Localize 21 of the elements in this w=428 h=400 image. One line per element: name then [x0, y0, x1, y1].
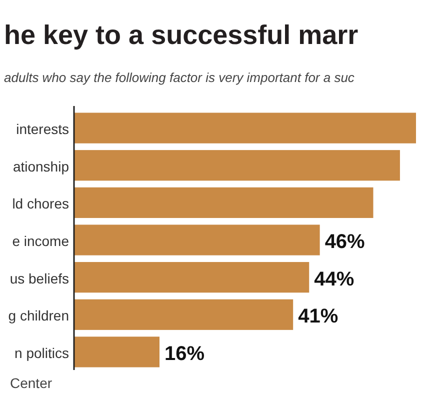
chart-title: he key to a successful marr [4, 20, 359, 50]
bar [74, 187, 374, 218]
bar [74, 262, 310, 293]
bar [74, 150, 400, 181]
bar [74, 336, 160, 368]
data-label: 44% [314, 268, 354, 290]
chart-subtitle: adults who say the following factor is very important for a suc [4, 70, 355, 85]
data-label: 41% [298, 306, 338, 328]
y-tick-label: g children [8, 308, 69, 324]
y-tick-label: interests [16, 121, 69, 138]
y-tick-label: n politics [14, 344, 69, 361]
y-tick-label: ld chores [12, 196, 69, 212]
bar [74, 299, 294, 330]
y-tick-label: us beliefs [10, 270, 69, 286]
data-label: 16% [164, 342, 205, 365]
bar [74, 112, 416, 144]
data-label: 46% [324, 231, 366, 253]
y-tick-label: e income [12, 233, 70, 249]
bar [74, 224, 320, 256]
y-tick-label: ationship [12, 158, 70, 174]
text: Center [10, 375, 52, 391]
